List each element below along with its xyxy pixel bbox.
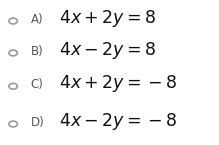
Text: A): A) xyxy=(31,13,43,26)
Text: $4x - 2y = -8$: $4x - 2y = -8$ xyxy=(59,111,178,132)
Text: $4x + 2y = -8$: $4x + 2y = -8$ xyxy=(59,74,178,94)
Text: $4x + 2y = 8$: $4x + 2y = 8$ xyxy=(59,8,156,29)
Text: $4x - 2y = 8$: $4x - 2y = 8$ xyxy=(59,40,156,61)
Text: D): D) xyxy=(31,116,44,129)
Text: C): C) xyxy=(31,78,44,91)
Text: B): B) xyxy=(31,45,43,58)
